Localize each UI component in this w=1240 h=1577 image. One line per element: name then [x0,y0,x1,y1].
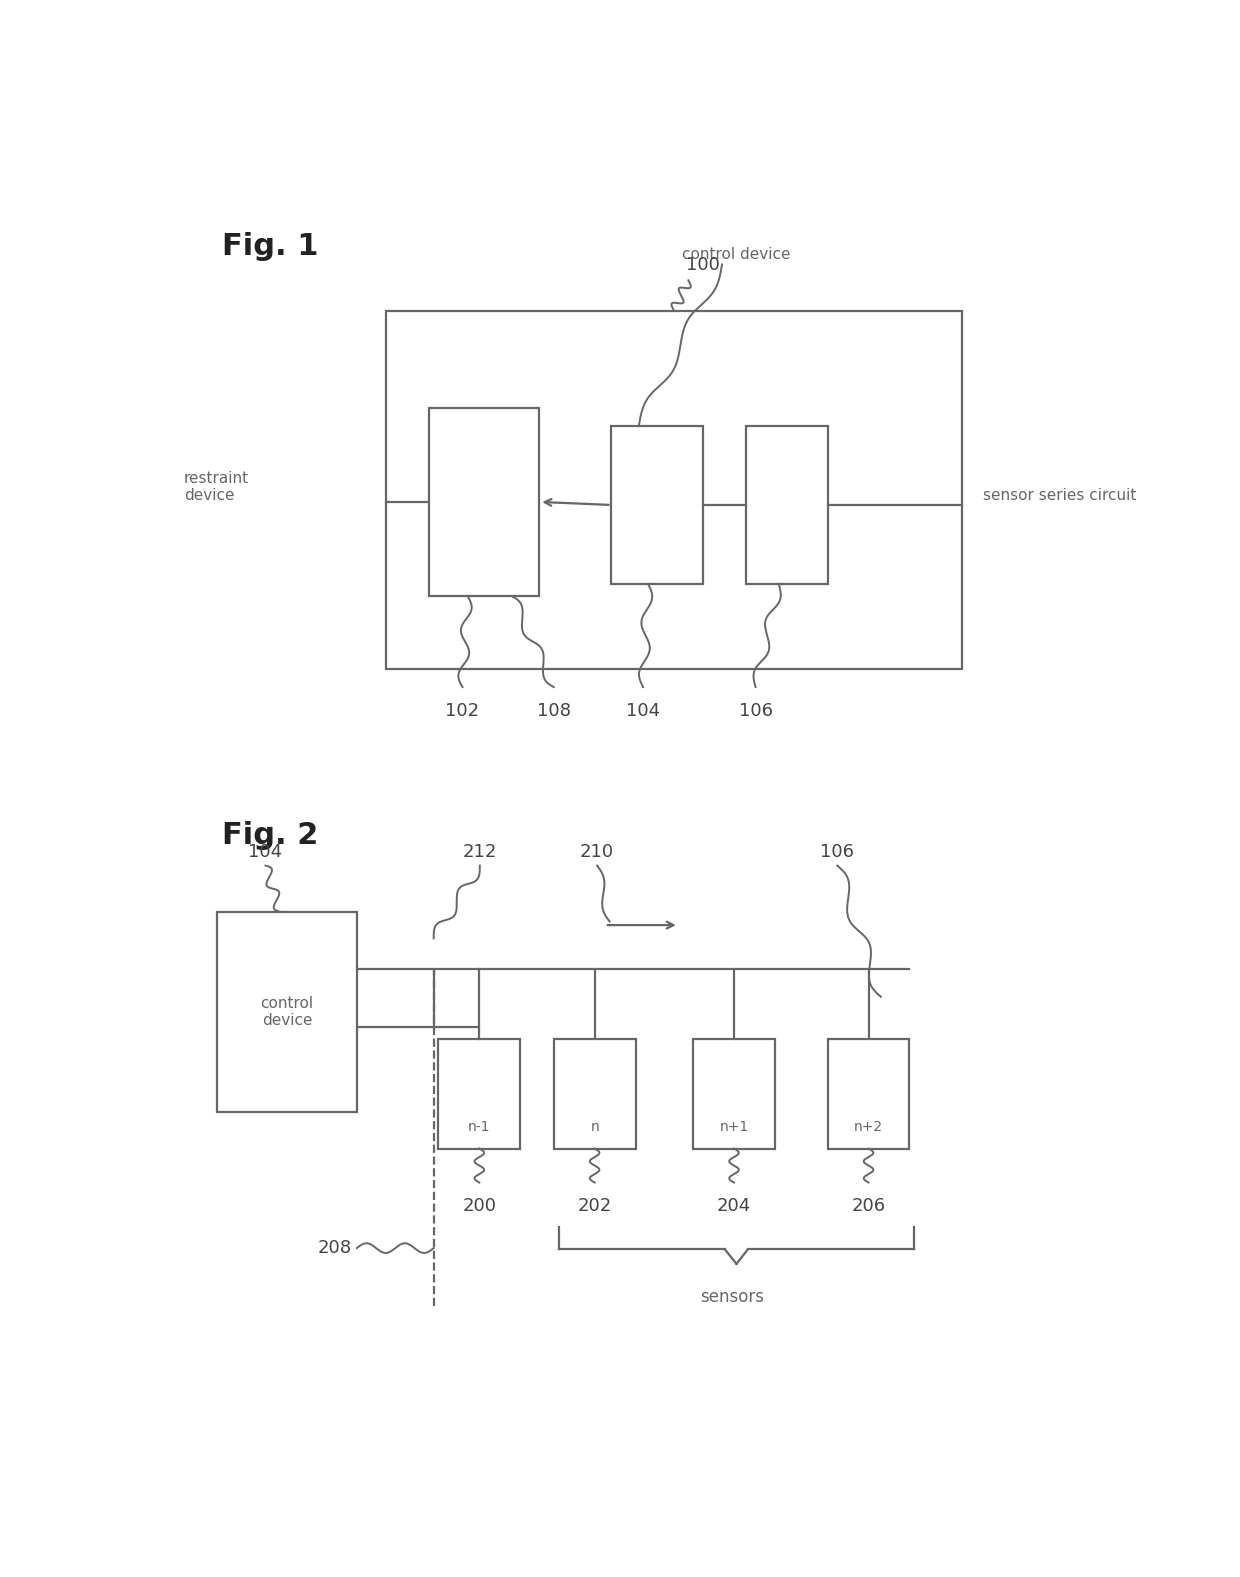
Text: control
device: control device [260,995,314,1028]
Text: 104: 104 [626,702,660,719]
Text: 106: 106 [821,842,854,861]
Text: 212: 212 [463,842,497,861]
Bar [386,311,962,669]
Text: n+1: n+1 [719,1120,749,1134]
Text: n: n [590,1120,599,1134]
Bar [611,426,703,583]
Text: 206: 206 [852,1197,885,1216]
Text: sensors: sensors [699,1288,764,1306]
Text: control device: control device [682,248,791,262]
Text: n-1: n-1 [467,1120,491,1134]
Text: 102: 102 [445,702,480,719]
Text: Fig. 2: Fig. 2 [222,820,319,850]
Bar [217,912,357,1112]
Bar [429,408,539,596]
Text: n+2: n+2 [854,1120,883,1134]
Text: 202: 202 [578,1197,611,1216]
Text: 210: 210 [580,842,614,861]
Text: 106: 106 [739,702,773,719]
Text: 200: 200 [463,1197,496,1216]
Text: 108: 108 [537,702,570,719]
Text: Fig. 1: Fig. 1 [222,232,319,260]
Text: 104: 104 [248,842,283,861]
Bar [693,1039,775,1148]
Text: 208: 208 [317,1240,352,1257]
Text: 100: 100 [686,255,719,274]
Bar [439,1039,521,1148]
Bar [828,1039,909,1148]
Text: sensor series circuit: sensor series circuit [983,487,1137,503]
Text: 204: 204 [717,1197,751,1216]
Text: restraint
device: restraint device [184,470,249,503]
Bar [554,1039,636,1148]
Bar [746,426,828,583]
